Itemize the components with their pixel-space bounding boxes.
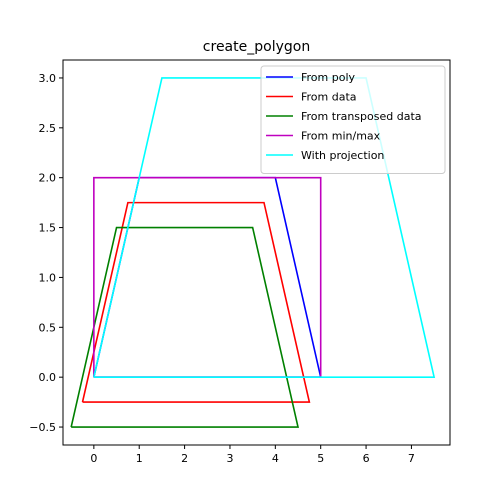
legend-label: From poly: [301, 71, 356, 84]
series-line-3: [70, 226, 300, 428]
plot-frame: [62, 59, 451, 446]
x-tick-label: 3: [226, 452, 233, 465]
legend: From poly From data From transposed data Fr…: [260, 65, 446, 174]
y-tick-label: 3.0: [39, 72, 57, 85]
x-tick-label: 1: [136, 452, 143, 465]
series-line-1: [93, 176, 322, 378]
y-tick-label: 2.5: [39, 122, 57, 135]
legend-label: From data: [301, 91, 357, 104]
x-tick-label: 7: [408, 452, 415, 465]
y-tick-label: 2.0: [39, 172, 57, 185]
legend-label: From min/max: [301, 130, 381, 143]
y-tick-label: −0.5: [29, 421, 56, 434]
y-tick-label: 0.5: [39, 321, 57, 334]
legend-box: [260, 65, 446, 174]
chart-title: create_polygon: [203, 39, 310, 55]
x-tick-label: 2: [181, 452, 188, 465]
axis-layer: 0 1 2 3 4 5 6 7 −0.5 0.0 0.5 1.0 1.5 2.0 2.5 3.0: [29, 72, 415, 465]
x-tick-label: 4: [272, 452, 279, 465]
x-tick-label: 6: [363, 452, 370, 465]
legend-label: From transposed data: [301, 110, 422, 123]
x-tick-label: 0: [90, 452, 97, 465]
series-line-4: [93, 176, 322, 378]
legend-label: With projection: [301, 149, 384, 162]
y-tick-label: 1.0: [39, 271, 57, 284]
y-tick-label: 1.5: [39, 222, 57, 235]
x-tick-label: 5: [317, 452, 324, 465]
series-line-2: [81, 201, 311, 403]
y-tick-label: 0.0: [39, 371, 57, 384]
